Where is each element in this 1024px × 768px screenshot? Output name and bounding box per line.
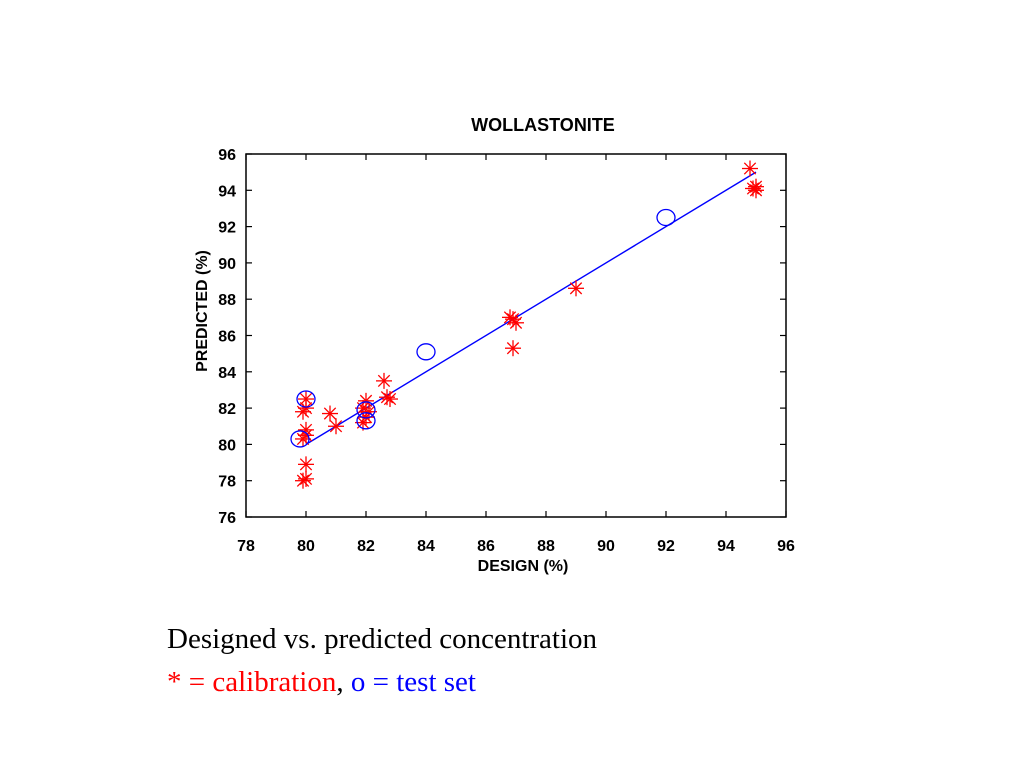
x-tick-label: 86	[477, 538, 495, 555]
test-point	[290, 430, 310, 448]
y-axis-label: PREDICTED (%)	[194, 250, 211, 372]
y-tick-label: 92	[218, 220, 236, 237]
x-axis-label: DESIGN (%)	[478, 558, 569, 575]
x-tick-label: 84	[417, 538, 435, 555]
calibration-point	[298, 470, 314, 487]
figure-caption: Designed vs. predicted concentration * =…	[167, 618, 987, 704]
caption-line-2: * = calibration, o = test set	[167, 661, 987, 704]
y-tick-label: 86	[218, 329, 236, 346]
test-legend: test set	[396, 666, 476, 698]
y-tick-label: 80	[218, 437, 236, 454]
y-tick-label: 94	[218, 183, 236, 200]
y-tick-label: 82	[218, 401, 236, 418]
x-tick-label: 96	[777, 538, 795, 555]
test-point	[656, 208, 676, 227]
calibration-legend: calibration	[212, 666, 337, 698]
calibration-point	[742, 160, 758, 177]
y-tick-label: 78	[218, 474, 236, 491]
calibration-point	[382, 391, 398, 408]
y-tick-label: 84	[218, 365, 236, 382]
x-tick-label: 80	[297, 538, 315, 555]
y-tick-label: 76	[218, 510, 236, 527]
calibration-point	[322, 405, 338, 422]
x-tick-label: 94	[717, 538, 735, 555]
test-point	[356, 401, 376, 419]
scatter-plot: WOLLASTONITE 78 80 82 84 86 88 90 92 94 967678808…	[194, 115, 795, 575]
calibration-point	[298, 456, 314, 473]
chart-title: WOLLASTONITE	[471, 115, 615, 135]
data-marks	[290, 160, 764, 489]
x-tick-label: 78	[237, 538, 255, 555]
calibration-point	[298, 421, 314, 438]
test-point	[296, 390, 316, 408]
y-tick-label: 96	[218, 147, 236, 164]
y-tick-label: 88	[218, 292, 236, 309]
calibration-point	[358, 392, 374, 409]
calibration-symbol: * =	[167, 666, 206, 698]
legend-separator: ,	[336, 666, 344, 698]
test-point	[356, 412, 376, 430]
calibration-point	[298, 391, 314, 408]
x-tick-label: 82	[357, 538, 375, 555]
calibration-point	[505, 340, 521, 357]
x-tick-label: 88	[537, 538, 555, 555]
x-tick-label: 92	[657, 538, 675, 555]
fit-line	[305, 171, 757, 445]
test-symbol: o =	[350, 666, 389, 698]
x-tick-label: 90	[597, 538, 615, 555]
caption-line-1: Designed vs. predicted concentration	[167, 623, 598, 655]
plot-frame	[245, 153, 787, 518]
y-tick-label: 90	[218, 256, 236, 273]
calibration-point	[748, 182, 764, 199]
calibration-point	[376, 372, 392, 389]
calibration-point	[568, 280, 584, 297]
calibration-point	[328, 418, 344, 435]
test-point	[416, 343, 436, 361]
calibration-point	[508, 314, 524, 331]
axis-ticks: 78 80 82 84 86 88 90 92 94 9676788082848688909294…	[218, 147, 795, 555]
